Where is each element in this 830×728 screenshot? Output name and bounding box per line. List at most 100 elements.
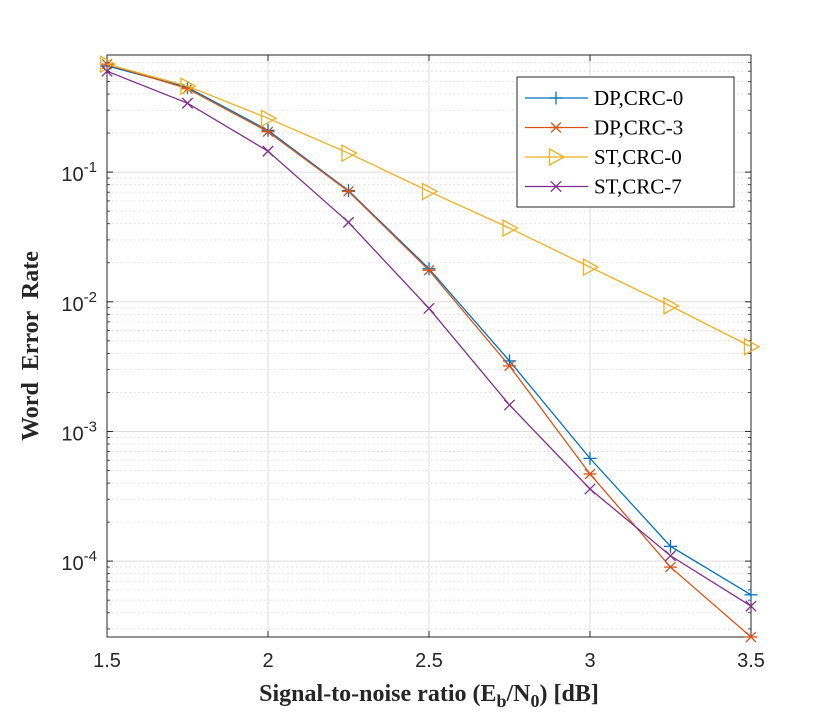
y-axis-title: Word Error Rate (18, 251, 44, 441)
data-point-st-crc-7 (101, 65, 113, 77)
data-point-st-crc-7 (584, 483, 596, 495)
marker-stroke (423, 302, 435, 315)
marker-stroke (341, 144, 358, 163)
data-point-st-crc-7 (745, 600, 757, 612)
x-tick-label: 3.5 (737, 650, 765, 672)
legend-box (516, 76, 735, 208)
y-tick-label: 10-2 (61, 289, 97, 316)
marker-stroke (665, 561, 676, 573)
data-point-st-crc-7 (181, 97, 194, 109)
tick-marks (106, 55, 752, 637)
legend-entry-dp-crc-0: DP,CRC-0 (525, 86, 683, 110)
marker-stroke (745, 631, 757, 643)
data-point-dp-crc-0 (744, 588, 758, 602)
data-point-dp-crc-0 (583, 451, 597, 465)
marker-stroke (745, 600, 757, 612)
marker-stroke (743, 337, 761, 356)
marker-stroke (584, 468, 596, 480)
legend-entry-dp-crc-3: DP,CRC-3 (525, 116, 683, 140)
data-point-dp-crc-3 (583, 468, 597, 480)
data-point-dp-crc-3 (503, 360, 516, 372)
y-tick-label-exponent: -3 (84, 418, 97, 435)
marker-stroke (262, 145, 274, 157)
y-tick-label-exponent: -2 (84, 289, 97, 306)
y-tick-label: 10-1 (61, 159, 97, 186)
data-point-st-crc-0 (421, 182, 439, 201)
y-tick-label-base: 10 (61, 164, 83, 186)
series-layer (99, 55, 761, 643)
marker-stroke (663, 296, 680, 315)
marker-stroke (502, 219, 519, 238)
marker-stroke (550, 180, 562, 193)
x-axis-title: Signal-to-noise ratio (Eb/N0) [dB] (259, 681, 599, 711)
legend-label: ST,CRC-0 (594, 145, 682, 169)
marker-stroke (582, 258, 600, 277)
data-point-dp-crc-3 (342, 186, 355, 197)
data-point-st-crc-0 (341, 144, 358, 163)
legend: DP,CRC-0 DP,CRC-3 ST,CRC-0 ST,CRC-7 (516, 76, 735, 208)
marker-stroke (504, 360, 515, 372)
data-point-dp-crc-0 (664, 539, 677, 553)
x-axis-title-suffix: ) [dB] (540, 681, 599, 707)
legend-label: DP,CRC-3 (594, 116, 683, 140)
series-st-crc-0 (99, 55, 761, 356)
y-tick-label-base: 10 (61, 294, 83, 316)
marker-stroke (423, 264, 435, 276)
legend-label: DP,CRC-0 (594, 86, 683, 110)
legend-marker (549, 122, 563, 133)
y-tick-labels: 10-110-210-310-4 (61, 159, 97, 575)
y-tick-label: 10-4 (61, 548, 97, 575)
y-tick-label-exponent: -4 (84, 548, 97, 565)
data-point-dp-crc-3 (744, 631, 758, 643)
legend-entry-st-crc-0: ST,CRC-0 (525, 145, 682, 169)
marker-stroke (180, 77, 197, 96)
marker-stroke (262, 126, 274, 138)
data-point-dp-crc-0 (261, 123, 275, 137)
data-point-dp-crc-3 (261, 126, 275, 138)
data-point-st-crc-7 (503, 399, 516, 411)
data-point-st-crc-0 (260, 109, 278, 128)
marker-stroke (342, 216, 355, 228)
data-point-st-crc-0 (502, 219, 519, 238)
series-dp-crc-3 (100, 58, 758, 643)
legend-entry-st-crc-7: ST,CRC-7 (525, 175, 682, 199)
legend-marker (550, 180, 562, 193)
legend-marker (549, 91, 563, 105)
marker-stroke (584, 483, 596, 495)
marker-stroke (664, 550, 677, 562)
data-point-st-crc-7 (423, 302, 435, 315)
x-axis-title-prefix: Signal-to-noise ratio (E (259, 681, 496, 707)
x-tick-label: 3 (584, 650, 595, 672)
x-tick-label: 1.5 (93, 650, 121, 672)
data-point-st-crc-0 (582, 258, 600, 277)
data-point-dp-crc-3 (664, 561, 677, 573)
data-point-st-crc-0 (663, 296, 680, 315)
marker-stroke (181, 97, 194, 109)
y-tick-label-base: 10 (61, 553, 83, 575)
data-point-dp-crc-0 (422, 262, 436, 276)
marker-stroke (550, 122, 562, 133)
data-point-st-crc-7 (262, 145, 274, 157)
x-tick-label: 2 (262, 650, 273, 672)
data-point-dp-crc-3 (422, 264, 436, 276)
series-st-crc-7 (101, 65, 757, 612)
x-tick-labels: 1.5 2 2.5 3 3.5 (93, 650, 765, 672)
data-point-st-crc-7 (664, 550, 677, 562)
y-tick-label-exponent: -1 (84, 159, 97, 176)
marker-stroke (343, 186, 354, 197)
marker-stroke (101, 65, 113, 77)
series-line-st-crc-0 (106, 63, 752, 348)
marker-stroke (548, 147, 566, 167)
marker-stroke (99, 55, 117, 74)
legend-marker (548, 147, 566, 167)
y-tick-label: 10-3 (61, 418, 97, 445)
x-axis-title-sub-0: 0 (531, 691, 540, 711)
data-point-st-crc-0 (180, 77, 197, 96)
marker-stroke (260, 109, 278, 128)
legend-label: ST,CRC-7 (594, 175, 682, 199)
x-tick-label: 2.5 (415, 650, 443, 672)
marker-stroke (421, 182, 439, 201)
marker-stroke (503, 399, 516, 411)
data-point-st-crc-0 (743, 337, 761, 356)
